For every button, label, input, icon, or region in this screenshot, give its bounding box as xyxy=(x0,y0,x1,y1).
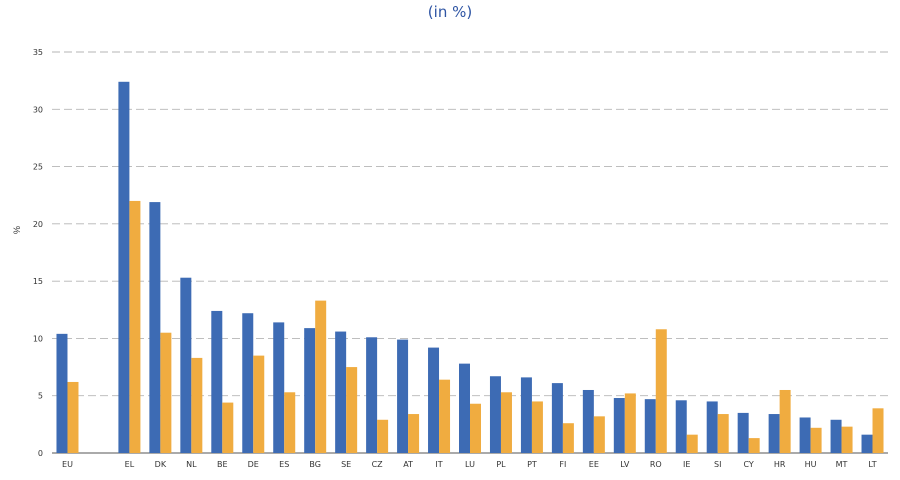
bar xyxy=(211,310,223,453)
x-tick-label: SI xyxy=(714,460,721,469)
bar xyxy=(717,414,729,453)
x-tick-label: CZ xyxy=(372,460,384,469)
bar xyxy=(779,389,791,453)
bar xyxy=(520,377,532,453)
bar xyxy=(346,367,358,453)
bar xyxy=(222,402,234,453)
bar xyxy=(149,202,161,453)
bar xyxy=(562,423,574,453)
bar xyxy=(500,392,512,453)
y-tick-label: 10 xyxy=(33,334,43,343)
bar xyxy=(315,300,327,453)
bars xyxy=(56,81,884,453)
bar xyxy=(489,376,501,453)
x-tick-label: PL xyxy=(496,460,506,469)
x-tick-label: IT xyxy=(435,460,442,469)
y-tick-label: 30 xyxy=(33,105,43,114)
bar xyxy=(118,81,130,453)
bar xyxy=(737,412,749,453)
x-tick-label: FI xyxy=(559,460,566,469)
y-tick-label: 15 xyxy=(33,277,43,286)
x-tick-label: LT xyxy=(868,460,876,469)
bar xyxy=(439,379,451,453)
x-tick-label: IE xyxy=(683,460,690,469)
bar xyxy=(397,339,409,453)
x-tick-label: CY xyxy=(743,460,753,469)
bar xyxy=(428,347,440,453)
x-tick-label: BG xyxy=(309,460,321,469)
x-tick-label: AT xyxy=(403,460,413,469)
bar xyxy=(253,355,265,453)
x-tick-label: SE xyxy=(341,460,351,469)
bar xyxy=(191,357,203,453)
y-tick-label: 5 xyxy=(38,392,43,401)
x-tick-label: BE xyxy=(217,460,228,469)
bar xyxy=(56,333,68,453)
bar xyxy=(273,322,285,453)
x-tick-label: HR xyxy=(774,460,786,469)
bar xyxy=(841,426,853,453)
y-tick-label: 20 xyxy=(33,220,43,229)
bar xyxy=(335,331,347,453)
chart-title: (in %) xyxy=(427,3,473,21)
bar xyxy=(408,414,420,453)
bar xyxy=(377,419,389,453)
y-tick-label: 35 xyxy=(33,48,43,57)
y-axis-ticks: 0 5 10 15 20 25 30 35 xyxy=(33,48,43,458)
bar xyxy=(67,381,79,453)
bar xyxy=(284,392,296,453)
x-axis-ticks: EU EL DK NL BE DE ES BG SE CZ AT IT LU PL PT FI EE LV RO IE… xyxy=(62,460,877,469)
x-tick-label: MT xyxy=(836,460,848,469)
bar xyxy=(180,277,192,453)
bar xyxy=(470,403,481,453)
x-tick-label: LU xyxy=(465,460,475,469)
x-tick-label: RO xyxy=(650,460,662,469)
bar xyxy=(706,401,718,453)
x-tick-label: NL xyxy=(186,460,197,469)
bar xyxy=(644,399,656,453)
x-tick-label: ES xyxy=(279,460,289,469)
bar xyxy=(748,438,760,453)
bar xyxy=(304,328,316,453)
x-tick-label: DE xyxy=(248,460,259,469)
bar xyxy=(872,408,884,453)
x-tick-label: EU xyxy=(62,460,73,469)
bar xyxy=(655,329,667,453)
bar xyxy=(624,393,636,453)
bar xyxy=(768,414,780,453)
x-tick-label: HU xyxy=(805,460,817,469)
bar xyxy=(366,337,378,453)
bar xyxy=(459,363,470,453)
bar xyxy=(551,383,563,453)
bar xyxy=(593,416,605,453)
bar xyxy=(686,434,698,453)
bar xyxy=(582,389,594,453)
bar xyxy=(531,401,543,453)
bar xyxy=(242,313,254,453)
bar xyxy=(861,434,873,453)
y-tick-label: 25 xyxy=(33,163,43,172)
bar xyxy=(613,398,625,453)
y-tick-label: 0 xyxy=(38,449,43,458)
x-tick-label: PT xyxy=(527,460,537,469)
bar xyxy=(129,200,141,453)
bar xyxy=(799,417,811,453)
x-tick-label: LV xyxy=(620,460,630,469)
x-tick-label: DK xyxy=(155,460,167,469)
bar xyxy=(810,427,822,453)
bar xyxy=(160,332,172,453)
x-tick-label: EL xyxy=(125,460,135,469)
bar xyxy=(675,400,687,453)
bar xyxy=(830,419,842,453)
x-tick-label: EE xyxy=(589,460,599,469)
